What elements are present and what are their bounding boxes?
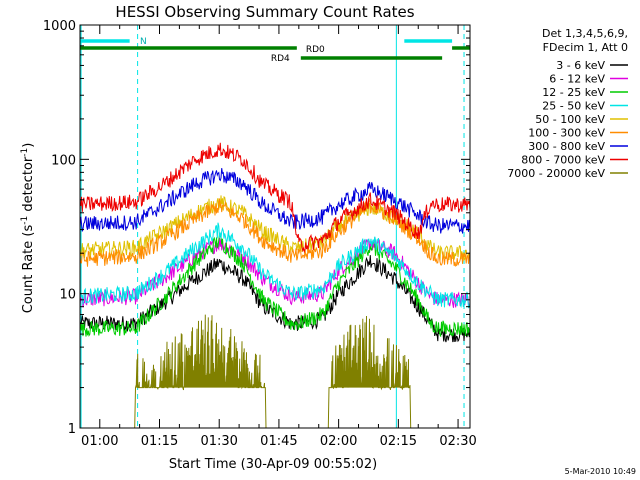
- legend-entry-label: 3 - 6 keV: [556, 59, 605, 72]
- legend-entry-label: 100 - 300 keV: [528, 127, 605, 140]
- series-line-2: [79, 237, 471, 308]
- state-bar-label-rd4: RD4: [271, 54, 290, 64]
- x-tick-label: 01:30: [200, 434, 237, 449]
- y-label-exp-2: -1: [20, 148, 30, 157]
- y-axis-label: Count Rate (s-1 detector-1): [20, 143, 36, 314]
- legend-header-line-2: FDecim 1, Att 0: [543, 41, 628, 54]
- x-tick-label: 01:45: [260, 434, 297, 449]
- plot-area: N RD0 RD4: [79, 25, 471, 429]
- legend-header-line-1: Det 1,3,4,5,6,9,: [542, 27, 628, 40]
- y-tick-label: 100: [51, 153, 76, 168]
- legend-entry-label: 6 - 12 keV: [549, 73, 605, 86]
- x-tick-label: 02:00: [320, 434, 357, 449]
- series-line-7: [79, 168, 471, 234]
- x-tick-label: 02:15: [380, 434, 417, 449]
- legend-entry-label: 12 - 25 keV: [542, 86, 605, 99]
- series-line-8: [79, 142, 471, 254]
- legend-entry-label: 7000 - 20000 keV: [507, 167, 605, 180]
- x-tick-label: 02:30: [439, 434, 476, 449]
- legend-entry-label: 50 - 100 keV: [535, 113, 605, 126]
- y-label-part-1: Count Rate (s: [21, 225, 36, 314]
- legend-entry-label: 25 - 50 keV: [542, 100, 605, 113]
- x-tick-label: 01:15: [141, 434, 178, 449]
- y-label-part-2: detector: [21, 156, 36, 216]
- axes: 1 10 100 1000 01:00 01:15 01:30 01:45 02:00 02:15…: [43, 19, 477, 449]
- series-line-4: [79, 222, 471, 309]
- y-label-exp-1: -1: [20, 216, 30, 225]
- legend: Det 1,3,4,5,6,9, FDecim 1, Att 0 3 - 6 k…: [507, 27, 628, 180]
- footer-timestamp: 5-Mar-2010 10:49: [565, 467, 636, 476]
- legend-entry-label: 300 - 800 keV: [528, 140, 605, 153]
- series-line-6: [79, 198, 471, 267]
- series-line-9: [80, 314, 470, 429]
- x-tick-label: 01:00: [81, 434, 118, 449]
- state-bar-label-n: N: [140, 37, 147, 47]
- y-tick-label: 1: [68, 422, 76, 437]
- x-axis-label: Start Time (30-Apr-09 00:55:02): [169, 457, 377, 472]
- legend-entry-label: 800 - 7000 keV: [521, 154, 605, 167]
- state-bar-label-rd0: RD0: [306, 45, 325, 55]
- series-line-3: [79, 233, 471, 338]
- y-tick-label: 10: [59, 288, 76, 303]
- y-tick-label: 1000: [43, 19, 76, 34]
- chart-title: HESSI Observing Summary Count Rates: [115, 3, 414, 21]
- y-label-part-3: ): [21, 143, 36, 148]
- plot-frame: [79, 24, 471, 429]
